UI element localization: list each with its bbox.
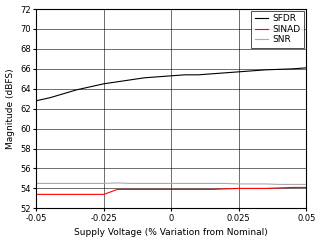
Line: SFDR: SFDR xyxy=(36,68,306,101)
SFDR xyxy=(291,67,295,70)
SINAD xyxy=(129,188,133,191)
SFDR xyxy=(48,96,52,99)
SNR xyxy=(102,182,106,185)
SNR xyxy=(75,182,79,185)
SFDR xyxy=(237,70,241,73)
SNR xyxy=(116,182,119,184)
SINAD xyxy=(89,193,92,196)
SINAD xyxy=(183,188,187,191)
SINAD xyxy=(169,188,173,191)
Line: SINAD: SINAD xyxy=(36,187,306,194)
SFDR xyxy=(62,92,65,95)
SNR xyxy=(196,182,200,185)
SFDR xyxy=(250,69,254,72)
SNR xyxy=(143,182,146,185)
SINAD xyxy=(291,186,295,189)
SINAD xyxy=(143,188,146,191)
SNR xyxy=(129,182,133,185)
SINAD xyxy=(48,193,52,196)
SNR xyxy=(304,183,308,186)
SINAD xyxy=(156,188,160,191)
SFDR xyxy=(156,75,160,78)
SINAD xyxy=(223,187,227,190)
SINAD xyxy=(102,193,106,196)
SINAD xyxy=(304,186,308,189)
SINAD xyxy=(62,193,65,196)
SFDR xyxy=(102,82,106,85)
SNR xyxy=(34,182,38,185)
SFDR xyxy=(304,66,308,69)
SNR xyxy=(223,182,227,185)
SFDR xyxy=(183,73,187,76)
SFDR xyxy=(116,80,119,83)
Y-axis label: Magnitude (dBFS): Magnitude (dBFS) xyxy=(5,68,14,149)
SFDR xyxy=(264,68,268,71)
SINAD xyxy=(210,188,214,191)
SNR xyxy=(62,182,65,185)
X-axis label: Supply Voltage (% Variation from Nominal): Supply Voltage (% Variation from Nominal… xyxy=(74,228,268,237)
SNR xyxy=(89,182,92,185)
SINAD xyxy=(277,186,281,189)
SINAD xyxy=(264,187,268,190)
SINAD xyxy=(34,193,38,196)
SNR xyxy=(277,183,281,186)
SNR xyxy=(237,182,241,185)
SNR xyxy=(48,182,52,185)
SFDR xyxy=(75,88,79,91)
SFDR xyxy=(169,74,173,77)
SNR xyxy=(250,182,254,185)
SFDR xyxy=(143,76,146,79)
SFDR xyxy=(129,78,133,81)
SINAD xyxy=(250,187,254,190)
SFDR xyxy=(210,72,214,75)
SFDR xyxy=(89,85,92,88)
SINAD xyxy=(116,188,119,191)
SINAD xyxy=(75,193,79,196)
SFDR xyxy=(196,73,200,76)
SFDR xyxy=(277,68,281,71)
SFDR xyxy=(223,71,227,74)
SNR xyxy=(183,182,187,185)
SINAD xyxy=(237,187,241,190)
SFDR xyxy=(34,99,38,102)
SNR xyxy=(156,182,160,185)
SNR xyxy=(264,182,268,185)
Legend: SFDR, SINAD, SNR: SFDR, SINAD, SNR xyxy=(251,11,304,48)
SNR xyxy=(169,182,173,185)
SNR xyxy=(210,182,214,185)
Line: SNR: SNR xyxy=(36,183,306,184)
SINAD xyxy=(196,188,200,191)
SNR xyxy=(291,183,295,186)
